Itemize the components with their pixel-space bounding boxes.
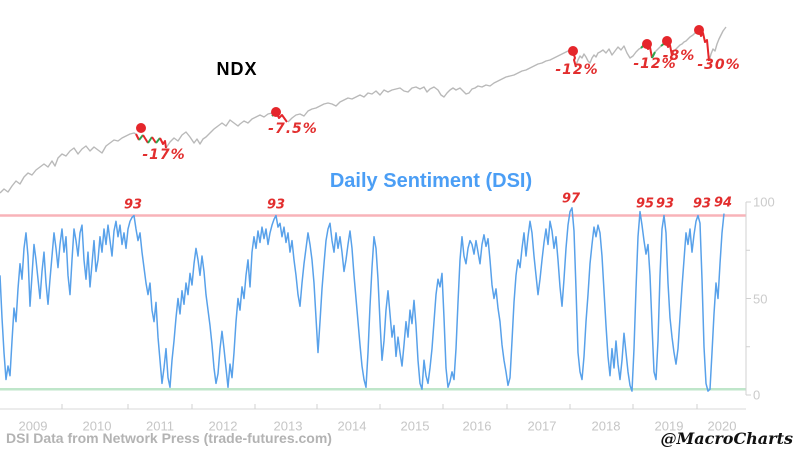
- drawdown-percent-label: -8%: [662, 48, 696, 64]
- drawdown-red-segment: [151, 136, 157, 144]
- year-label: 2012: [208, 418, 238, 434]
- year-label: 2017: [527, 418, 557, 434]
- year-label: 2010: [82, 418, 112, 434]
- year-label: 2018: [591, 418, 621, 434]
- drawdown-event-dot: [694, 25, 704, 35]
- year-label: 2020: [707, 418, 737, 434]
- drawdown-percent-label: -17%: [142, 147, 186, 163]
- drawdown-green-segment: [651, 51, 656, 59]
- ndx-price-line: [165, 111, 277, 149]
- drawdown-green-segment: [138, 134, 144, 141]
- ndx-price-line: [671, 32, 696, 55]
- year-label: 2014: [337, 418, 367, 434]
- dsi-peak-label: 93: [692, 196, 712, 212]
- dsi-peak-label: 93: [655, 196, 675, 212]
- dsi-line: [0, 207, 725, 392]
- drawdown-green-segment: [147, 136, 153, 144]
- year-label: 2011: [146, 418, 174, 434]
- drawdown-percent-label: -7.5%: [268, 121, 318, 137]
- drawdown-percent-label: -12%: [555, 62, 599, 78]
- data-source-note: DSI Data from Network Press (trade-futur…: [6, 430, 332, 446]
- credit-handle: @MacroCharts: [660, 429, 793, 448]
- drawdown-event-dot: [136, 123, 146, 133]
- ndx-price-line: [708, 26, 727, 62]
- drawdown-event-dot: [271, 107, 281, 117]
- year-label: 2015: [400, 418, 430, 434]
- year-label: 2013: [273, 418, 303, 434]
- ndx-price-line: [575, 45, 642, 66]
- year-label: 2016: [462, 418, 492, 434]
- drawdown-red-segment: [698, 29, 710, 62]
- ndx-price-line: [0, 132, 137, 194]
- ndx-price-line: [654, 45, 662, 53]
- drawdown-red-segment: [142, 134, 149, 144]
- y-axis-label: 50: [753, 291, 768, 306]
- dsi-peak-label: 94: [713, 195, 733, 211]
- dsi-peak-label: 93: [123, 197, 143, 213]
- ndx-price-line: [287, 48, 574, 123]
- drawdown-event-dot: [568, 46, 578, 56]
- year-label: 2019: [654, 418, 684, 434]
- dsi-peak-label: 95: [635, 196, 655, 212]
- dsi-panel-title: Daily Sentiment (DSI): [329, 170, 533, 192]
- drawdown-percent-label: -12%: [633, 56, 677, 72]
- dsi-peak-label: 93: [266, 197, 286, 213]
- dsi-peak-label: 97: [561, 191, 581, 207]
- year-label: 2009: [18, 418, 48, 434]
- y-axis-label: 100: [753, 194, 775, 210]
- drawdown-event-dot: [662, 36, 672, 46]
- drawdown-event-dot: [642, 39, 652, 49]
- drawdown-red-segment: [159, 137, 167, 149]
- ndx-symbol-label: NDX: [216, 59, 258, 79]
- drawdown-red-segment: [135, 133, 140, 141]
- y-axis-label: 0: [753, 387, 761, 403]
- drawdown-percent-label: -30%: [697, 57, 741, 73]
